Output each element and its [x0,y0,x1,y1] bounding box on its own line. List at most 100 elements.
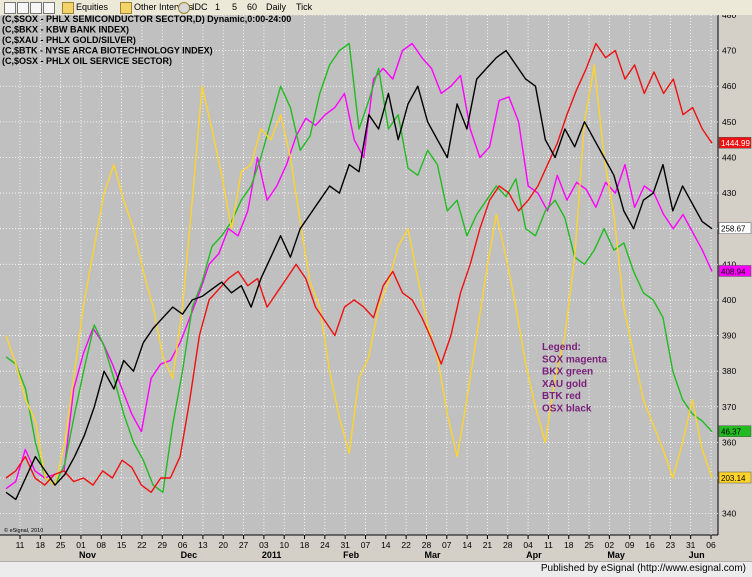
grid-icon[interactable] [4,2,16,14]
month-label: 2011 [262,550,282,560]
folder-icon [62,1,74,14]
interval-5[interactable]: 5 [232,1,237,13]
chart-header: (C,$SOX - PHLX SEMICONDUCTOR SECTOR,D) D… [2,15,291,24]
x-tick-label: 03 [259,540,269,550]
last-value-box-osx [718,222,752,234]
x-tick-label: 31 [340,540,350,550]
legend-entry: BKX green [542,367,593,378]
month-label: Dec [181,550,198,560]
month-label: Apr [526,550,542,560]
x-tick-label: 27 [239,540,249,550]
time-axis-panel [0,535,752,561]
y-tick-label: 400 [722,295,736,305]
copyright-text: © eSignal, 2010 [4,527,43,534]
y-tick-label: 390 [722,331,736,341]
x-tick-label: 16 [645,540,655,550]
month-label: May [607,550,625,560]
y-tick-label: 440 [722,152,736,162]
interval-tick-label: Tick [296,2,313,12]
y-tick-label: 360 [722,437,736,447]
x-tick-label: 22 [137,540,147,550]
x-tick-label: 29 [158,540,168,550]
interval-daily[interactable]: Daily [266,1,286,13]
legend-entry: XAU gold [542,379,587,390]
x-tick-label: 02 [605,540,615,550]
plus-icon[interactable] [43,2,55,14]
other-intervals-dropdown[interactable]: Other Intervals [120,1,194,14]
y-tick-label: 380 [722,366,736,376]
chart-header: (C,$OSX - PHLX OIL SERVICE SECTOR) [2,56,172,66]
last-value-label-xau: 203.14 [721,474,746,483]
x-tick-label: 06 [178,540,188,550]
x-tick-label: 21 [483,540,493,550]
chart-panel: 3403503603703803904004104204304404504604… [0,15,752,561]
last-value-label-sox: 408.94 [721,267,746,276]
interval-1[interactable]: 1 [215,1,220,13]
x-tick-label: 18 [300,540,310,550]
status-bar: Published by eSignal (http://www.esignal… [0,561,752,577]
month-label: Nov [79,550,96,560]
x-tick-label: 10 [279,540,289,550]
x-tick-label: 06 [706,540,716,550]
x-tick-label: 20 [219,540,229,550]
series-line-btk [5,42,713,493]
interval-60-label: 60 [247,2,258,12]
interval-idc-label: IDC [192,2,208,12]
x-tick-label: 14 [381,540,391,550]
interval-daily-label: Daily [266,2,287,12]
toolbar: Equities Other Intervals IDC 1 5 60 Daily Tick [0,0,752,16]
month-label: Mar [424,550,441,560]
chart-svg: 3403503603703803904004104204304404504604… [0,15,752,561]
series-line-osx [5,49,713,501]
crosshair-icon[interactable] [17,2,29,14]
x-tick-label: 07 [442,540,452,550]
legend-entry: BTK red [542,391,581,402]
other-intervals-dropdown-label: Other Intervals [134,2,194,12]
plot-area [0,15,718,535]
x-tick-label: 28 [503,540,513,550]
y-tick-label: 480 [722,15,736,20]
x-tick-label: 09 [625,540,635,550]
x-tick-label: 18 [564,540,574,550]
y-tick-label: 410 [722,259,736,269]
interval-1-label: 1 [215,2,221,12]
last-value-label-osx: 258.67 [721,225,746,234]
zoom-icon[interactable] [30,2,42,14]
interval-idc[interactable]: IDC [178,1,208,14]
folder-icon [120,1,132,14]
legend-entry: OSX black [542,404,592,415]
x-tick-label: 13 [198,540,208,550]
clock-icon [178,1,190,14]
chart-header: (C,$XAU - PHLX GOLD/SILVER) [2,35,136,45]
series-line-bkx [5,42,713,493]
series-line-sox [5,42,713,490]
interval-tick[interactable]: Tick [296,1,312,13]
y-tick-label: 370 [722,402,736,412]
y-tick-label: 430 [722,188,736,198]
last-value-box-xau [718,471,752,484]
chart-header: (C,$BKX - KBW BANK INDEX) [2,25,129,35]
x-tick-label: 14 [462,540,472,550]
last-value-box-sox [718,265,752,277]
y-tick-label: 450 [722,117,736,127]
x-tick-label: 25 [584,540,594,550]
x-tick-label: 18 [36,540,46,550]
month-label: Feb [343,550,360,560]
equities-dropdown-label: Equities [76,2,109,12]
x-tick-label: 28 [422,540,432,550]
interval-60[interactable]: 60 [247,1,257,13]
x-tick-label: 01 [76,540,86,550]
interval-5-label: 5 [232,2,238,12]
equities-dropdown[interactable]: Equities [62,1,109,14]
x-tick-label: 22 [401,540,411,550]
legend-title: Legend: [542,342,581,353]
y-tick-label: 340 [722,509,736,519]
last-value-box-btk [718,136,752,149]
chart-header: (C,$BTK - NYSE ARCA BIOTECHNOLOGY INDEX) [2,46,213,56]
x-tick-label: 23 [666,540,676,550]
x-tick-label: 25 [56,540,66,550]
last-value-label-btk: 1444.99 [721,139,750,148]
y-tick-label: 460 [722,81,736,91]
x-tick-label: 04 [523,540,533,550]
last-value-label-bkx: 46.37 [721,428,742,437]
